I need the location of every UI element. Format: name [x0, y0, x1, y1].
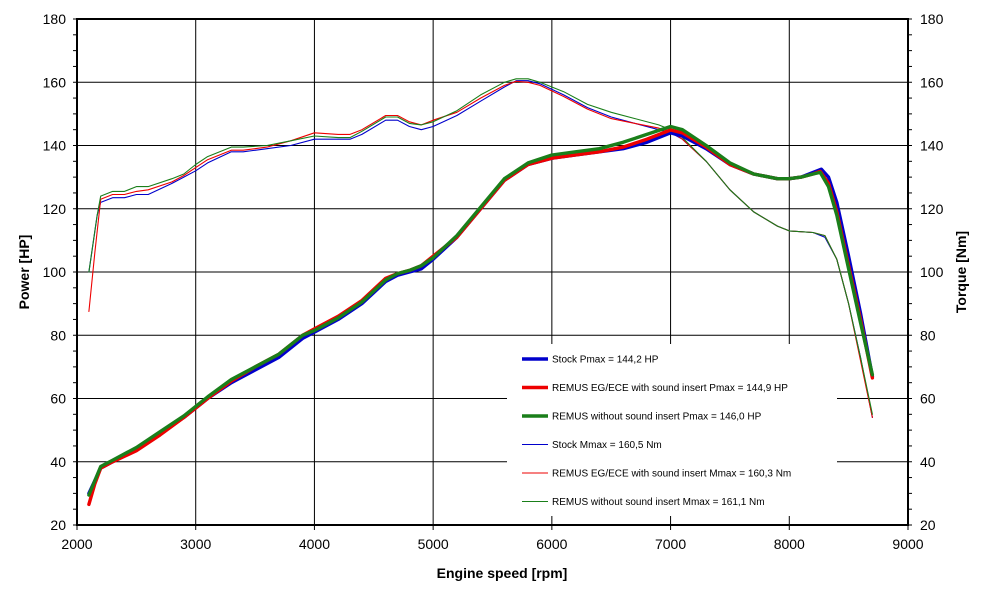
x-tick-label: 6000	[536, 536, 567, 552]
x-axis-title: Engine speed [rpm]	[437, 565, 568, 581]
y-left-tick-label: 20	[50, 517, 66, 533]
legend-label: REMUS EG/ECE with sound insert Pmax = 14…	[552, 383, 788, 394]
y-right-tick-label: 100	[920, 264, 944, 280]
x-tick-label: 4000	[299, 536, 330, 552]
x-tick-label: 2000	[61, 536, 92, 552]
y-right-tick-label: 120	[920, 201, 944, 217]
legend-background	[507, 344, 837, 516]
y-axis-right-ticks: 20 40 60 80 100 120 140 160 180	[908, 11, 944, 533]
legend-label: REMUS without sound insert Pmax = 146,0 …	[552, 412, 762, 423]
y-right-tick-label: 80	[920, 327, 936, 343]
y-left-tick-label: 160	[43, 74, 67, 90]
y-left-tick-label: 120	[43, 201, 67, 217]
y-left-tick-label: 80	[50, 327, 66, 343]
y-axis-left-ticks: 20 40 60 80 100 120 140 160 180	[43, 11, 77, 533]
legend-label: Stock Mmax = 160,5 Nm	[552, 440, 662, 451]
x-tick-label: 9000	[892, 536, 923, 552]
y-left-tick-label: 60	[50, 391, 66, 407]
y-right-tick-label: 60	[920, 391, 936, 407]
series-line-6	[88, 78, 873, 415]
y-right-tick-label: 140	[920, 138, 944, 154]
y-axis-left-title: Power [HP]	[16, 235, 32, 310]
legend-label: Stock Pmax = 144,2 HP	[552, 355, 659, 366]
legend-label: REMUS without sound insert Mmax = 161,1 …	[552, 497, 765, 508]
y-right-tick-label: 40	[920, 454, 936, 470]
x-tick-label: 5000	[418, 536, 449, 552]
y-right-tick-label: 180	[920, 11, 944, 27]
legend-label: REMUS EG/ECE with sound insert Mmax = 16…	[552, 469, 791, 480]
legend: Stock Pmax = 144,2 HP REMUS EG/ECE with s…	[507, 344, 837, 516]
series-layer	[87, 78, 875, 507]
y-axis-right-title: Torque [Nm]	[953, 231, 969, 313]
series-line-3	[87, 124, 875, 497]
x-axis-ticks: 2000 3000 4000 5000 6000 7000 8000 9000	[61, 525, 924, 552]
y-left-tick-label: 180	[43, 11, 67, 27]
x-tick-label: 7000	[655, 536, 686, 552]
y-right-tick-label: 160	[920, 74, 944, 90]
y-left-tick-label: 140	[43, 138, 67, 154]
y-right-tick-label: 20	[920, 517, 936, 533]
x-tick-label: 8000	[774, 536, 805, 552]
y-left-tick-label: 40	[50, 454, 66, 470]
x-tick-label: 3000	[180, 536, 211, 552]
y-left-tick-label: 100	[43, 264, 67, 280]
